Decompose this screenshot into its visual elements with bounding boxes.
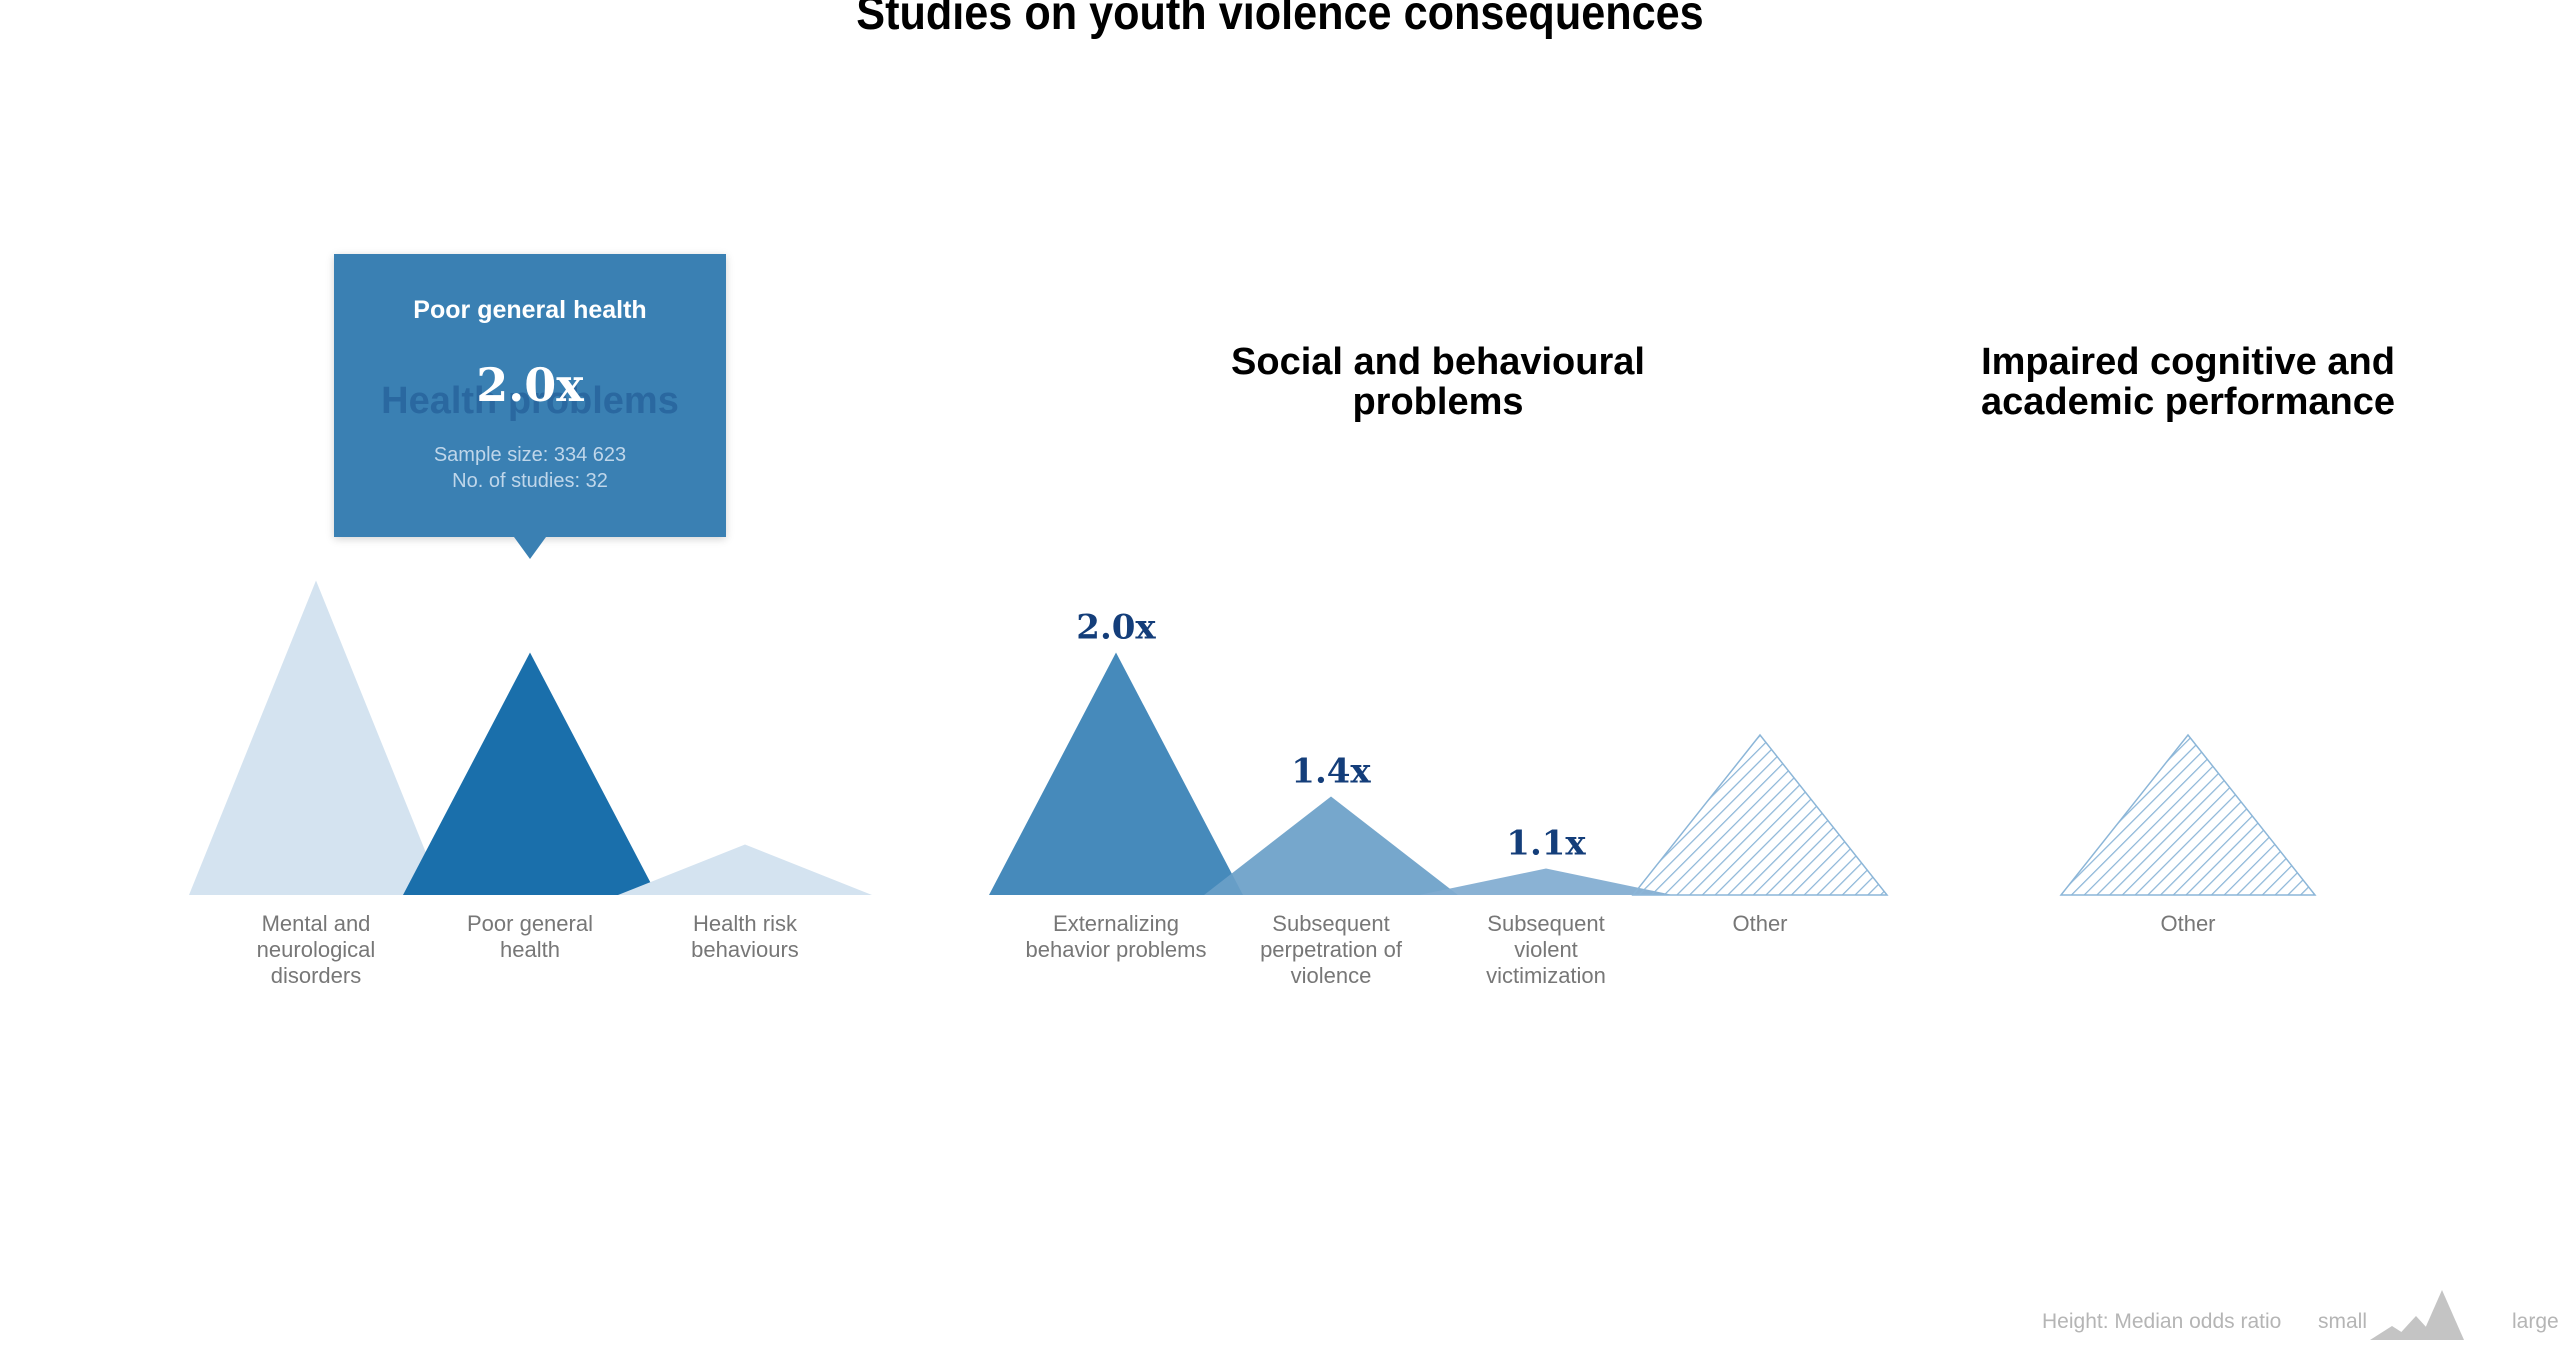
triangle-mark-0-2[interactable] bbox=[618, 844, 872, 896]
value-label-1-0: 2.0x bbox=[1076, 608, 1156, 648]
triangle-mark-0-1[interactable] bbox=[403, 652, 657, 896]
group-title-cognitive: Impaired cognitive and academic performa… bbox=[1981, 341, 2395, 423]
category-label-1-2: Subsequent violent victimization bbox=[1486, 911, 1606, 988]
category-label-1-1: Subsequent perpetration of violence bbox=[1260, 911, 1403, 988]
category-label-2-0: Other bbox=[2160, 911, 2215, 936]
legend-large-label: large bbox=[2512, 1310, 2559, 1333]
category-label-1-0: Externalizing behavior problems bbox=[1026, 911, 1207, 962]
value-label-1-2: 1.1x bbox=[1506, 824, 1586, 864]
group-title-health: Health problems bbox=[381, 380, 679, 422]
tooltip-title: Poor general health bbox=[413, 296, 647, 324]
legend-small-label: small bbox=[2318, 1310, 2368, 1333]
legend-height-label: Height: Median odds ratio bbox=[2042, 1310, 2282, 1333]
triangle-mark-1-1[interactable] bbox=[1204, 796, 1458, 896]
category-label-0-2: Health risk behaviours bbox=[691, 911, 799, 962]
category-label-0-1: Poor general health bbox=[467, 911, 593, 962]
triangle-mark-2-0[interactable] bbox=[2059, 733, 2317, 896]
triangle-mark-0-0[interactable] bbox=[189, 580, 443, 896]
tooltip: Health problems Poor general health 2.0x… bbox=[334, 254, 726, 559]
triangle-mark-1-0[interactable] bbox=[989, 652, 1243, 896]
tooltip-value: 2.0x bbox=[476, 358, 584, 412]
legend-mountains-icon bbox=[2370, 1290, 2464, 1340]
tooltip-sample-size: Sample size: 334 623 bbox=[433, 444, 627, 466]
category-label-1-3: Other bbox=[1732, 911, 1787, 936]
page-title: Studies on youth violence consequences bbox=[856, 0, 1704, 40]
group-title-social: Social and behavioural problems bbox=[1231, 341, 1645, 423]
category-label-0-0: Mental and neurological disorders bbox=[257, 911, 376, 988]
tooltip-studies: No. of studies: 32 bbox=[452, 470, 608, 492]
value-label-1-1: 1.4x bbox=[1291, 752, 1371, 792]
triangle-mark-1-3[interactable] bbox=[1631, 733, 1889, 896]
triangle-mark-1-2[interactable] bbox=[1419, 868, 1673, 896]
